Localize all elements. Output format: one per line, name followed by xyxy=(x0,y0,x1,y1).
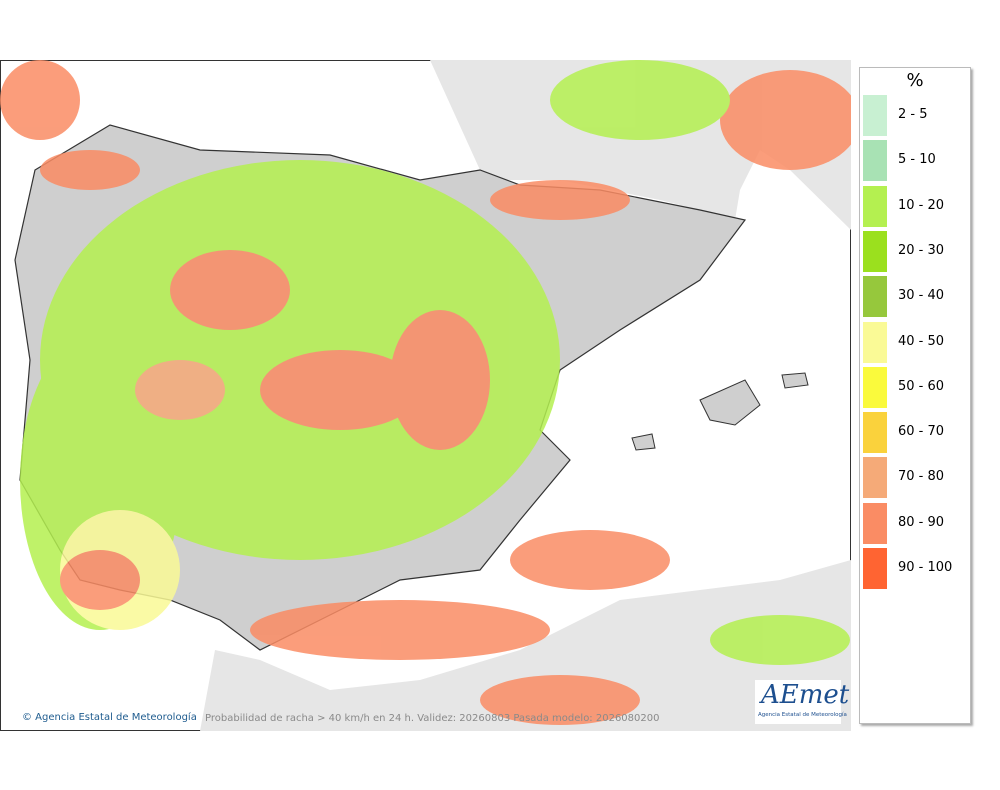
legend-item: 70 - 80 xyxy=(863,457,968,499)
legend-label: 2 - 5 xyxy=(898,107,928,122)
caption: Probabilidad de racha > 40 km/h en 24 h.… xyxy=(205,713,660,724)
legend-label: 60 - 70 xyxy=(898,424,945,440)
legend: % 2 - 5 5 - 10 10 - 20 20 - 30 30 - 40 40 - 5… xyxy=(859,67,971,724)
island-menorca xyxy=(781,372,809,389)
legend-label: 30 - 40 xyxy=(898,288,945,304)
legend-swatch xyxy=(863,185,887,227)
island-mallorca xyxy=(699,379,761,426)
legend-swatch xyxy=(863,95,887,136)
legend-item: 10 - 20 xyxy=(863,185,968,227)
legend-swatch xyxy=(863,321,887,363)
field-zone xyxy=(250,600,550,660)
field-zone xyxy=(510,530,670,590)
legend-item: 60 - 70 xyxy=(863,412,968,454)
field-zone xyxy=(170,250,290,330)
legend-label: 40 - 50 xyxy=(898,333,945,349)
field-zone xyxy=(550,60,730,140)
probability-field xyxy=(0,60,851,725)
legend-item: 2 - 5 xyxy=(863,95,968,136)
legend-swatch xyxy=(863,502,887,544)
field-zone xyxy=(490,180,630,220)
land-africa xyxy=(200,560,851,731)
logo: AEmet Agencia Estatal de Meteorología xyxy=(755,680,849,724)
legend-label: 20 - 30 xyxy=(898,242,945,258)
legend-label: 70 - 80 xyxy=(898,469,945,485)
legend-item: 5 - 10 xyxy=(863,140,968,182)
legend-swatch xyxy=(863,457,887,499)
map xyxy=(0,60,851,731)
credit: © Agencia Estatal de Meteorología xyxy=(22,712,197,723)
legend-swatch xyxy=(863,412,887,454)
legend-item: 20 - 30 xyxy=(863,230,968,272)
field-zone xyxy=(720,70,851,170)
legend-item: 80 - 90 xyxy=(863,502,968,544)
field-zone xyxy=(60,550,140,610)
legend-label: 10 - 20 xyxy=(898,197,945,213)
field-zone xyxy=(480,675,640,725)
legend-label: 80 - 90 xyxy=(898,514,945,530)
legend-item: 30 - 40 xyxy=(863,276,968,318)
legend-title: % xyxy=(906,70,924,91)
legend-swatch xyxy=(863,548,887,589)
field-zone xyxy=(710,615,850,665)
legend-item: 50 - 60 xyxy=(863,366,968,408)
field-zone xyxy=(390,310,490,450)
legend-label: 50 - 60 xyxy=(898,378,945,394)
legend-label: 5 - 10 xyxy=(898,152,936,168)
legend-label: 90 - 100 xyxy=(898,560,953,575)
logo-subtitle: Agencia Estatal de Meteorología xyxy=(758,712,847,718)
legend-item: 90 - 100 xyxy=(863,548,968,589)
island-ibiza xyxy=(631,433,656,451)
field-zone xyxy=(260,350,420,430)
legend-swatch xyxy=(863,230,887,272)
field-zone xyxy=(135,360,225,420)
legend-swatch xyxy=(863,140,887,182)
field-zone xyxy=(0,60,80,140)
legend-swatch xyxy=(863,366,887,408)
legend-swatch xyxy=(863,276,887,318)
logo-word: AEmet xyxy=(761,680,850,710)
legend-item: 40 - 50 xyxy=(863,321,968,363)
field-zone xyxy=(40,150,140,190)
